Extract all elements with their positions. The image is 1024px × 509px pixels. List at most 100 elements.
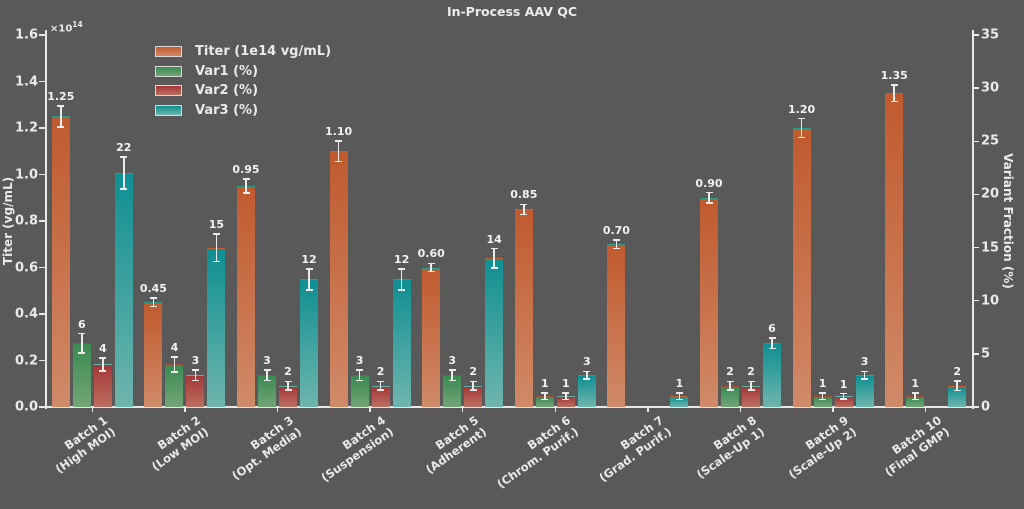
- x-tickmark: [554, 407, 557, 412]
- error-bar-cap: [675, 392, 683, 394]
- error-bar-line: [493, 248, 495, 268]
- error-bar-line: [430, 263, 432, 272]
- bar-value-label: 3: [263, 353, 271, 367]
- error-bar-line: [308, 268, 310, 291]
- legend-item: Titer (1e14 vg/mL): [155, 44, 365, 60]
- bar-var3-batch-3: [300, 279, 318, 407]
- bar-value-label: 1.20: [788, 102, 816, 116]
- error-bar-cap: [305, 268, 313, 270]
- y-tick-label: 1.4: [14, 74, 38, 89]
- error-bar-cap: [583, 370, 591, 373]
- bar-value-label: 2: [469, 365, 478, 379]
- bar-value-label: 3: [355, 353, 364, 367]
- error-bar-cap: [170, 356, 178, 358]
- error-bar-line: [729, 381, 731, 390]
- bar-value-label: 3: [860, 355, 869, 369]
- bar-titer-batch-2: [144, 302, 163, 407]
- error-bar-cap: [356, 379, 364, 382]
- y-tickmark: [39, 359, 45, 362]
- y-tick-label: 0.6: [14, 260, 38, 275]
- bar-value-label: 3: [448, 353, 457, 367]
- bar-value-label: 1: [675, 377, 684, 391]
- error-bar-line: [863, 371, 866, 379]
- error-bar-cap: [242, 178, 250, 180]
- error-bar-line: [893, 84, 895, 102]
- y-tickmark: [39, 34, 45, 36]
- bottom-axis-spine: [44, 406, 974, 408]
- error-bar-cap: [612, 247, 620, 250]
- bar-value-label: 1: [839, 377, 848, 391]
- error-bar-cap: [57, 105, 65, 107]
- error-bar-line: [245, 179, 247, 194]
- y-tickmark: [39, 266, 45, 269]
- bar-value-label: 22: [116, 141, 132, 155]
- y2-tickmark: [973, 193, 979, 196]
- y2-tick-label: 15: [981, 240, 1000, 256]
- error-bar-cap: [768, 337, 776, 339]
- y-tickmark: [39, 313, 45, 315]
- error-bar-cap: [335, 160, 343, 163]
- legend-swatch: [155, 46, 182, 57]
- error-bar-line: [152, 298, 155, 307]
- error-bar-cap: [490, 267, 498, 269]
- y-tickmark: [39, 80, 45, 83]
- error-bar-line: [586, 371, 588, 379]
- error-bar-line: [842, 393, 845, 400]
- error-bar-cap: [747, 380, 755, 383]
- error-bar-cap: [448, 379, 456, 382]
- bar-value-label: 1: [540, 377, 549, 391]
- legend-swatch: [155, 85, 182, 96]
- y2-tickmark: [973, 34, 979, 36]
- x-tickmark: [832, 407, 834, 412]
- bar-var3-batch-4: [392, 279, 411, 407]
- error-bar-cap: [377, 389, 385, 391]
- y-tick-label: 1.6: [14, 27, 38, 43]
- bar-value-label: 2: [284, 365, 292, 379]
- bar-value-label: 1.25: [47, 89, 75, 103]
- error-bar-cap: [263, 379, 271, 382]
- error-bar-line: [544, 393, 546, 400]
- bar-value-label: 1.10: [325, 124, 353, 138]
- error-bar-cap: [840, 398, 848, 400]
- error-bar-cap: [819, 398, 827, 401]
- bar-var3-batch-2: [207, 247, 226, 407]
- legend-item: Var3 (%): [155, 103, 365, 119]
- error-bar-line: [266, 369, 268, 381]
- error-bar-cap: [284, 380, 292, 383]
- error-bar-line: [451, 369, 453, 381]
- x-tickmark: [276, 407, 279, 412]
- chart-title: In-Process AAV QC: [446, 4, 578, 19]
- error-bar-line: [678, 393, 681, 400]
- bar-titer-batch-9: [792, 128, 811, 407]
- error-bar-cap: [120, 156, 128, 158]
- bar-value-label: 4: [98, 342, 107, 356]
- legend-label: Var3 (%): [195, 102, 259, 118]
- y-tick-label: 0.8: [14, 213, 38, 229]
- bar-value-label: 4: [170, 341, 179, 355]
- error-bar-cap: [78, 352, 86, 354]
- bar-value-label: 3: [582, 355, 591, 369]
- error-bar-cap: [562, 398, 570, 401]
- bar-value-label: 12: [393, 252, 410, 266]
- error-bar-cap: [78, 332, 86, 335]
- error-bar-cap: [911, 392, 919, 394]
- error-bar-line: [750, 381, 752, 390]
- error-bar-cap: [705, 191, 713, 194]
- error-bar-cap: [469, 380, 477, 383]
- y-tick-label: 0.4: [14, 306, 38, 322]
- right-axis-spine: [971, 30, 974, 409]
- y2-tick-label: 25: [981, 133, 1000, 149]
- error-bar-cap: [99, 370, 107, 372]
- bar-titer-batch-3: [237, 186, 255, 407]
- bar-titer-batch-7: [607, 244, 626, 407]
- bar-value-label: 0.95: [232, 163, 260, 177]
- y2-tick-label: 20: [981, 186, 1000, 202]
- error-bar-line: [523, 204, 525, 215]
- x-tickmark: [924, 407, 927, 412]
- left-axis-spine: [44, 30, 47, 409]
- bar-value-label: 0.90: [695, 176, 723, 190]
- bar-value-label: 1: [818, 377, 827, 391]
- bar-value-label: 12: [301, 252, 317, 266]
- error-bar-cap: [890, 84, 898, 86]
- x-tickmark: [739, 407, 742, 412]
